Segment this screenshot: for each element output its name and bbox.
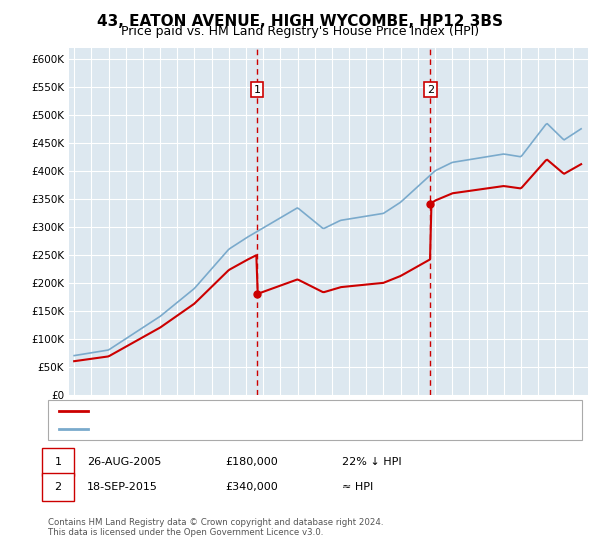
Text: £180,000: £180,000 bbox=[225, 457, 278, 467]
Text: HPI: Average price, semi-detached house, Buckinghamshire: HPI: Average price, semi-detached house,… bbox=[95, 423, 394, 433]
Text: 22% ↓ HPI: 22% ↓ HPI bbox=[342, 457, 401, 467]
Text: ≈ HPI: ≈ HPI bbox=[342, 482, 373, 492]
Text: 1: 1 bbox=[55, 457, 61, 467]
Text: 2: 2 bbox=[55, 482, 61, 492]
Text: 43, EATON AVENUE, HIGH WYCOMBE, HP12 3BS (semi-detached house): 43, EATON AVENUE, HIGH WYCOMBE, HP12 3BS… bbox=[95, 407, 451, 417]
Text: 2: 2 bbox=[427, 85, 434, 95]
Text: Price paid vs. HM Land Registry's House Price Index (HPI): Price paid vs. HM Land Registry's House … bbox=[121, 25, 479, 38]
Text: 43, EATON AVENUE, HIGH WYCOMBE, HP12 3BS: 43, EATON AVENUE, HIGH WYCOMBE, HP12 3BS bbox=[97, 14, 503, 29]
Text: Contains HM Land Registry data © Crown copyright and database right 2024.
This d: Contains HM Land Registry data © Crown c… bbox=[48, 518, 383, 538]
Text: 1: 1 bbox=[254, 85, 260, 95]
Text: 18-SEP-2015: 18-SEP-2015 bbox=[87, 482, 158, 492]
Text: £340,000: £340,000 bbox=[225, 482, 278, 492]
Text: 26-AUG-2005: 26-AUG-2005 bbox=[87, 457, 161, 467]
